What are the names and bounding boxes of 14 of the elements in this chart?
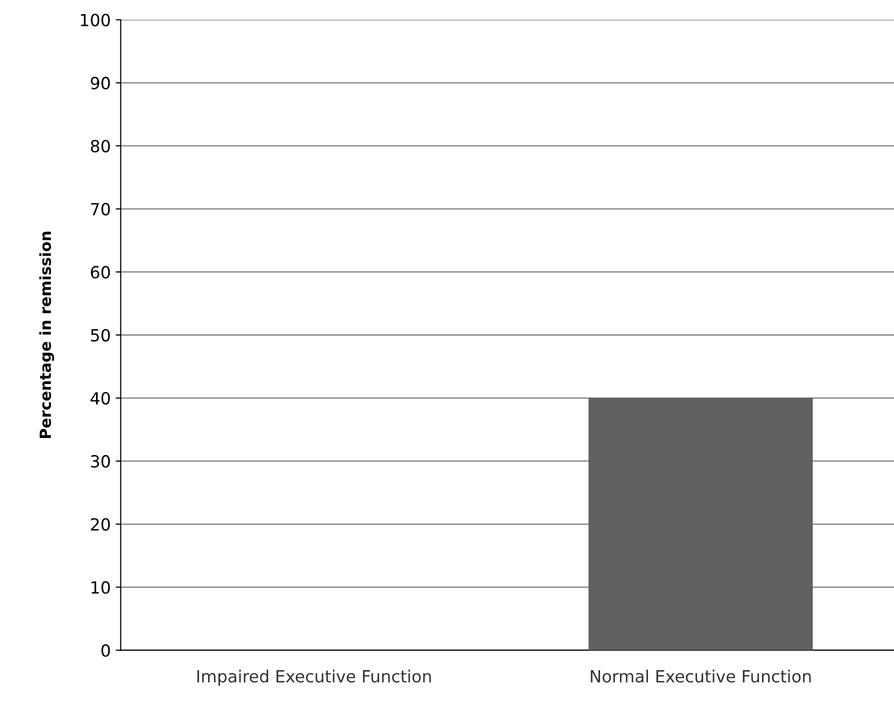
x-tick-label: Normal Executive Function [590, 670, 811, 683]
y-tick-label: 10 [92, 581, 110, 594]
y-tick-label: 60 [90, 266, 110, 279]
x-tick-label: Impaired Executive Function [197, 670, 431, 686]
y-tick-label: 50 [91, 328, 110, 342]
y-tick-label: 0 [101, 644, 110, 657]
y-tick-label: 70 [91, 202, 110, 216]
y-tick-label: 80 [90, 140, 110, 152]
y-tick-label: 30 [91, 455, 110, 468]
y-tick-label: 20 [90, 518, 110, 531]
y-tick-label: 40 [90, 392, 110, 405]
y-tick-label: 90 [90, 76, 110, 90]
y-tick-label: 100 [80, 14, 110, 26]
y-axis-title: Percentage in remission [39, 232, 54, 438]
